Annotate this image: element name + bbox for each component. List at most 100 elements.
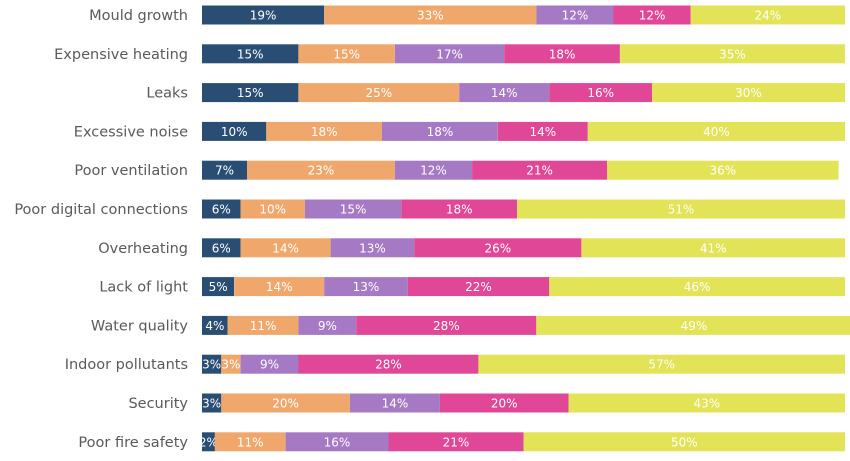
data-label-water-quality-5: 49% (681, 319, 708, 333)
bar-segment-overheating-4 (414, 238, 582, 258)
data-label-indoor-pollutants-2: 3% (221, 358, 240, 372)
bar-segment-excessive-noise-2 (266, 121, 382, 141)
data-label-poor-digital-connections-5: 51% (668, 203, 695, 217)
data-label-mould-growth-5: 24% (754, 9, 781, 23)
bar-segment-mould-growth-5 (690, 5, 845, 25)
bar-segment-leaks-2 (298, 83, 460, 103)
bar-segment-indoor-pollutants-5 (478, 354, 845, 374)
data-label-water-quality-2: 11% (250, 319, 277, 333)
data-label-security-4: 20% (491, 397, 518, 411)
data-label-overheating-5: 41% (700, 241, 727, 255)
bar-segment-security-4 (439, 393, 569, 413)
data-label-poor-fire-safety-4: 21% (443, 435, 470, 449)
bar-segment-mould-growth-4 (613, 5, 691, 25)
category-label-poor-fire-safety: Poor fire safety (78, 435, 188, 451)
bar-segment-poor-fire-safety-3 (285, 432, 389, 452)
bar-segment-leaks-4 (549, 83, 653, 103)
data-label-excessive-noise-4: 14% (529, 125, 556, 139)
data-label-lack-of-light-5: 46% (684, 280, 711, 294)
bar-segment-excessive-noise-4 (497, 121, 588, 141)
bar-segment-excessive-noise-1 (202, 121, 267, 141)
category-label-leaks: Leaks (146, 86, 188, 102)
bar-segment-poor-digital-connections-4 (401, 199, 517, 219)
data-label-poor-ventilation-3: 12% (420, 164, 447, 178)
bar-segment-water-quality-4 (356, 315, 537, 335)
bar-segment-water-quality-3 (298, 315, 357, 335)
data-label-expensive-heating-5: 35% (719, 47, 746, 61)
bar-segment-lack-of-light-2 (234, 277, 325, 297)
bar-segment-poor-fire-safety-4 (388, 432, 524, 452)
data-label-water-quality-3: 9% (318, 319, 337, 333)
bar-segment-poor-fire-safety-5 (523, 432, 845, 452)
bar-segment-poor-digital-connections-1 (202, 199, 241, 219)
bar-segment-leaks-5 (652, 83, 845, 103)
data-label-lack-of-light-4: 22% (465, 280, 492, 294)
bar-segment-poor-digital-connections-5 (517, 199, 845, 219)
category-label-lack-of-light: Lack of light (99, 280, 188, 296)
bar-segment-indoor-pollutants-1 (202, 354, 222, 374)
data-label-poor-fire-safety-1: 2% (199, 435, 218, 449)
data-label-lack-of-light-3: 13% (353, 280, 380, 294)
data-label-mould-growth-4: 12% (639, 9, 666, 23)
bar-segment-excessive-noise-3 (382, 121, 498, 141)
bar-segment-poor-ventilation-5 (607, 160, 839, 180)
bar-segment-indoor-pollutants-3 (240, 354, 299, 374)
data-label-leaks-1: 15% (237, 86, 264, 100)
data-label-water-quality-1: 4% (205, 319, 224, 333)
category-label-security: Security (128, 396, 188, 412)
bar-segment-security-3 (349, 393, 440, 413)
bar-segment-poor-ventilation-2 (247, 160, 395, 180)
data-label-expensive-heating-3: 17% (436, 47, 463, 61)
data-label-water-quality-4: 28% (433, 319, 460, 333)
bar-segment-lack-of-light-4 (407, 277, 550, 297)
category-label-poor-digital-connections: Poor digital connections (14, 202, 188, 218)
category-label-excessive-noise: Excessive noise (74, 124, 188, 140)
bar-segment-poor-ventilation-3 (394, 160, 473, 180)
data-label-leaks-2: 25% (365, 86, 392, 100)
bar-segment-indoor-pollutants-4 (298, 354, 479, 374)
bar-segment-poor-ventilation-1 (202, 160, 247, 180)
data-label-mould-growth-1: 19% (250, 9, 277, 23)
data-label-poor-fire-safety-2: 11% (237, 435, 264, 449)
data-label-overheating-3: 13% (359, 241, 386, 255)
bar-segment-lack-of-light-1 (202, 277, 235, 297)
data-label-indoor-pollutants-3: 9% (260, 358, 279, 372)
bar-segment-poor-digital-connections-2 (240, 199, 305, 219)
data-label-lack-of-light-2: 14% (266, 280, 293, 294)
bar-segment-mould-growth-3 (536, 5, 614, 25)
bar-segment-indoor-pollutants-2 (221, 354, 241, 374)
data-label-mould-growth-2: 33% (417, 9, 444, 23)
data-label-indoor-pollutants-4: 28% (375, 358, 402, 372)
bar-segment-excessive-noise-5 (587, 121, 845, 141)
data-label-overheating-4: 26% (484, 241, 511, 255)
data-label-poor-ventilation-5: 36% (709, 164, 736, 178)
data-label-lack-of-light-1: 5% (209, 280, 228, 294)
data-label-security-3: 14% (382, 397, 409, 411)
bar-segment-mould-growth-2 (324, 5, 537, 25)
bar-segment-poor-fire-safety-2 (214, 432, 286, 452)
data-label-poor-digital-connections-1: 6% (212, 203, 231, 217)
data-label-poor-digital-connections-3: 15% (340, 203, 367, 217)
bar-segment-water-quality-1 (202, 315, 228, 335)
bar-segment-lack-of-light-5 (549, 277, 845, 297)
bar-segment-overheating-2 (240, 238, 331, 258)
bar-segment-lack-of-light-3 (324, 277, 408, 297)
data-label-security-5: 43% (693, 397, 720, 411)
category-label-expensive-heating: Expensive heating (54, 47, 188, 63)
bar-segment-expensive-heating-2 (298, 44, 395, 64)
bar-segment-overheating-3 (330, 238, 415, 258)
data-label-leaks-4: 16% (587, 86, 614, 100)
bar-segment-leaks-1 (202, 83, 299, 103)
data-label-leaks-5: 30% (735, 86, 762, 100)
bar-segment-overheating-5 (581, 238, 845, 258)
data-label-expensive-heating-2: 15% (333, 47, 360, 61)
data-label-excessive-noise-5: 40% (703, 125, 730, 139)
data-label-security-1: 3% (202, 397, 221, 411)
category-label-poor-ventilation: Poor ventilation (74, 163, 188, 179)
category-label-overheating: Overheating (98, 241, 188, 257)
data-label-excessive-noise-3: 18% (427, 125, 454, 139)
bar-segment-security-5 (568, 393, 845, 413)
data-label-expensive-heating-4: 18% (549, 47, 576, 61)
bar-segment-poor-fire-safety-1 (202, 432, 215, 452)
category-label-water-quality: Water quality (91, 318, 188, 334)
